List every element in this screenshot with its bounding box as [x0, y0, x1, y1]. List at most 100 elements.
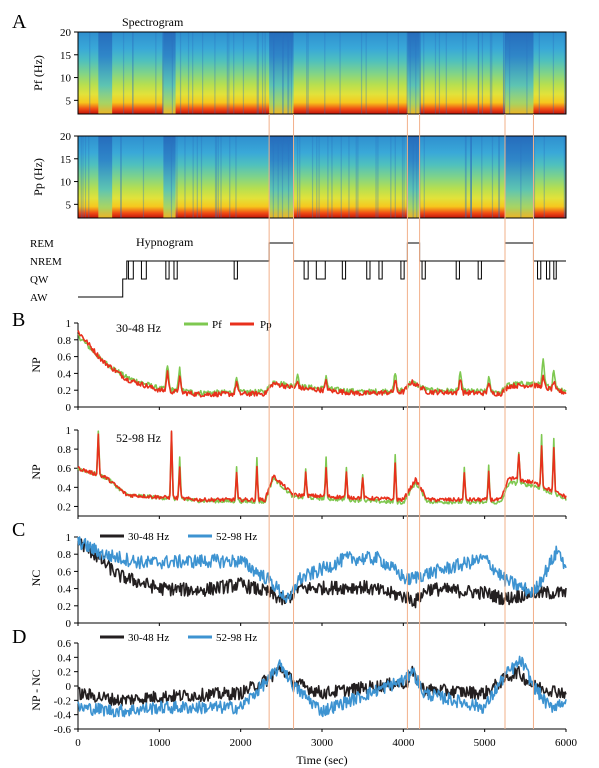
spectrogram-stripe: [423, 32, 425, 114]
spectrogram-stripe: [272, 136, 274, 218]
np-nc-chart: -0.6 -0.4 -0.2 0 0.2 0.4 0.6 30-48 Hz 52-98 Hz…: [29, 632, 578, 767]
spectrogram-stripe: [543, 136, 545, 218]
spectrogram-stripe: [82, 136, 84, 218]
series-line-30-48-hz: [77, 538, 567, 609]
spectrogram-stripe: [406, 32, 408, 114]
spectrogram-y-tick-label: 10: [60, 73, 72, 85]
spectrogram-stripe: [132, 32, 134, 114]
spectrogram-stripe: [339, 32, 341, 114]
spectrogram-low-power-epoch: [407, 136, 420, 218]
spectrogram-stripe: [200, 136, 203, 218]
legend-pf-label: Pf: [212, 319, 222, 331]
spectrogram-stripe: [192, 32, 194, 114]
nc-chart: 0 0.2 0.4 0.6 0.8 1 30-48 Hz 52-98 Hz NC: [29, 531, 567, 630]
spectrogram-stripe: [502, 32, 505, 114]
spectrogram-stripe: [401, 136, 404, 218]
y-tick-label: 0.2: [57, 501, 71, 513]
hypnogram-qw-episode: [341, 261, 347, 280]
spectrogram-stripe: [324, 32, 326, 114]
spectrogram-stripe: [290, 32, 292, 114]
spectrogram-stripe: [242, 32, 245, 114]
spectrogram-stripe: [273, 32, 275, 114]
y-tick-label: 0.6: [57, 463, 71, 475]
spectrogram-y-tick-label: 10: [60, 177, 72, 189]
panel-letter-a: A: [12, 11, 27, 33]
np-30-48-chart: 0 0.2 0.4 0.6 0.8 1 30-48 Hz Pf Pp NP: [29, 318, 567, 414]
spectrogram-low-power-epoch: [98, 32, 113, 114]
spectrogram-stripe: [120, 136, 122, 218]
spectrogram-y-tick-label: 5: [66, 199, 72, 211]
spectrogram-stripe: [162, 32, 164, 114]
spectrogram-low-power-epoch: [407, 32, 420, 114]
spectrogram-low-power-epoch: [269, 136, 294, 218]
spectrogram-stripe: [89, 32, 91, 114]
x-tick-label: 6000: [555, 737, 578, 749]
y-tick-label: 0.4: [57, 584, 71, 596]
hypnogram-qw-clear: [141, 261, 146, 279]
spectrogram-stripe: [464, 136, 467, 218]
spectrogram-y-tick-label: 20: [60, 131, 72, 143]
series-line-52-98-hz: [77, 536, 567, 604]
spectrogram-stripe: [375, 136, 377, 218]
spectrogram-stripe: [84, 136, 87, 218]
spectrogram-stripe: [563, 32, 566, 114]
spectrogram-stripe: [419, 32, 421, 114]
spectrogram-title: Spectrogram: [122, 15, 184, 29]
spectrogram-stripe: [360, 32, 363, 114]
x-tick-label: 4000: [392, 737, 415, 749]
spectrogram-stripe: [357, 136, 359, 218]
x-tick-label: 3000: [311, 737, 334, 749]
spectrogram-stripe: [288, 32, 290, 114]
y-tick-label: -0.4: [54, 710, 72, 722]
spectrogram-stripe: [434, 32, 437, 114]
spectrogram-stripe: [340, 136, 342, 218]
spectrogram-y-tick-label: 15: [60, 154, 72, 166]
spectrogram-stripe: [481, 32, 484, 114]
spectrogram-stripe: [481, 136, 483, 218]
spectrogram-stripe: [491, 136, 494, 218]
y-tick-label: 0.8: [57, 549, 71, 561]
spectrogram-stripe: [277, 136, 279, 218]
legend-d-high-label: 52-98 Hz: [216, 632, 257, 644]
hypnogram-trace: [78, 242, 566, 298]
y-tick-label: -0.6: [54, 724, 72, 736]
spectrogram-stripe: [327, 136, 329, 218]
y-tick-label: 0.2: [57, 601, 71, 613]
spectrogram-stripe: [273, 32, 275, 114]
pp-axis-label: Pp (Hz): [31, 158, 45, 196]
spectrogram-stripe: [318, 136, 320, 218]
hypnogram-state-label: AW: [30, 292, 48, 304]
spectrogram-stripe: [377, 136, 379, 218]
hypnogram-qw-episode: [140, 261, 147, 280]
spectrogram-stripe: [287, 32, 289, 114]
spectrogram-stripe: [564, 136, 566, 218]
spectrogram-stripe: [257, 32, 259, 114]
spectrogram-stripe: [184, 136, 186, 218]
spectrogram-stripe: [355, 136, 357, 218]
spectrogram-stripe: [88, 136, 90, 218]
spectrogram-stripe: [142, 136, 145, 218]
legend-nc-high-label: 52-98 Hz: [216, 531, 257, 543]
legend-nc-low-label: 30-48 Hz: [128, 531, 169, 543]
spectrogram-stripe: [228, 32, 230, 114]
hypnogram-qw-episode: [366, 261, 371, 280]
x-tick-label: 1000: [148, 737, 171, 749]
y-tick-label: 1: [66, 425, 72, 437]
spectrogram-low-power-epoch: [163, 32, 176, 114]
spectrogram-stripe: [477, 32, 479, 114]
panel-letter-b: B: [12, 309, 25, 331]
spectrogram-stripe: [412, 136, 414, 218]
spectrogram-stripe: [445, 32, 447, 114]
x-tick-label: 5000: [474, 737, 497, 749]
spectrogram-y-tick-label: 15: [60, 50, 72, 62]
spectrogram-stripe: [281, 136, 284, 218]
legend-d-low-label: 30-48 Hz: [128, 632, 169, 644]
y-tick-label: 0.6: [57, 638, 71, 650]
y-tick-label: 0.2: [57, 385, 71, 397]
spectrogram-stripe: [122, 32, 125, 114]
hypnogram-qw-episode: [421, 261, 426, 280]
spectrogram-stripe: [386, 32, 388, 114]
panel-letter-c: C: [12, 519, 25, 541]
spectrogram-stripe: [256, 32, 258, 114]
